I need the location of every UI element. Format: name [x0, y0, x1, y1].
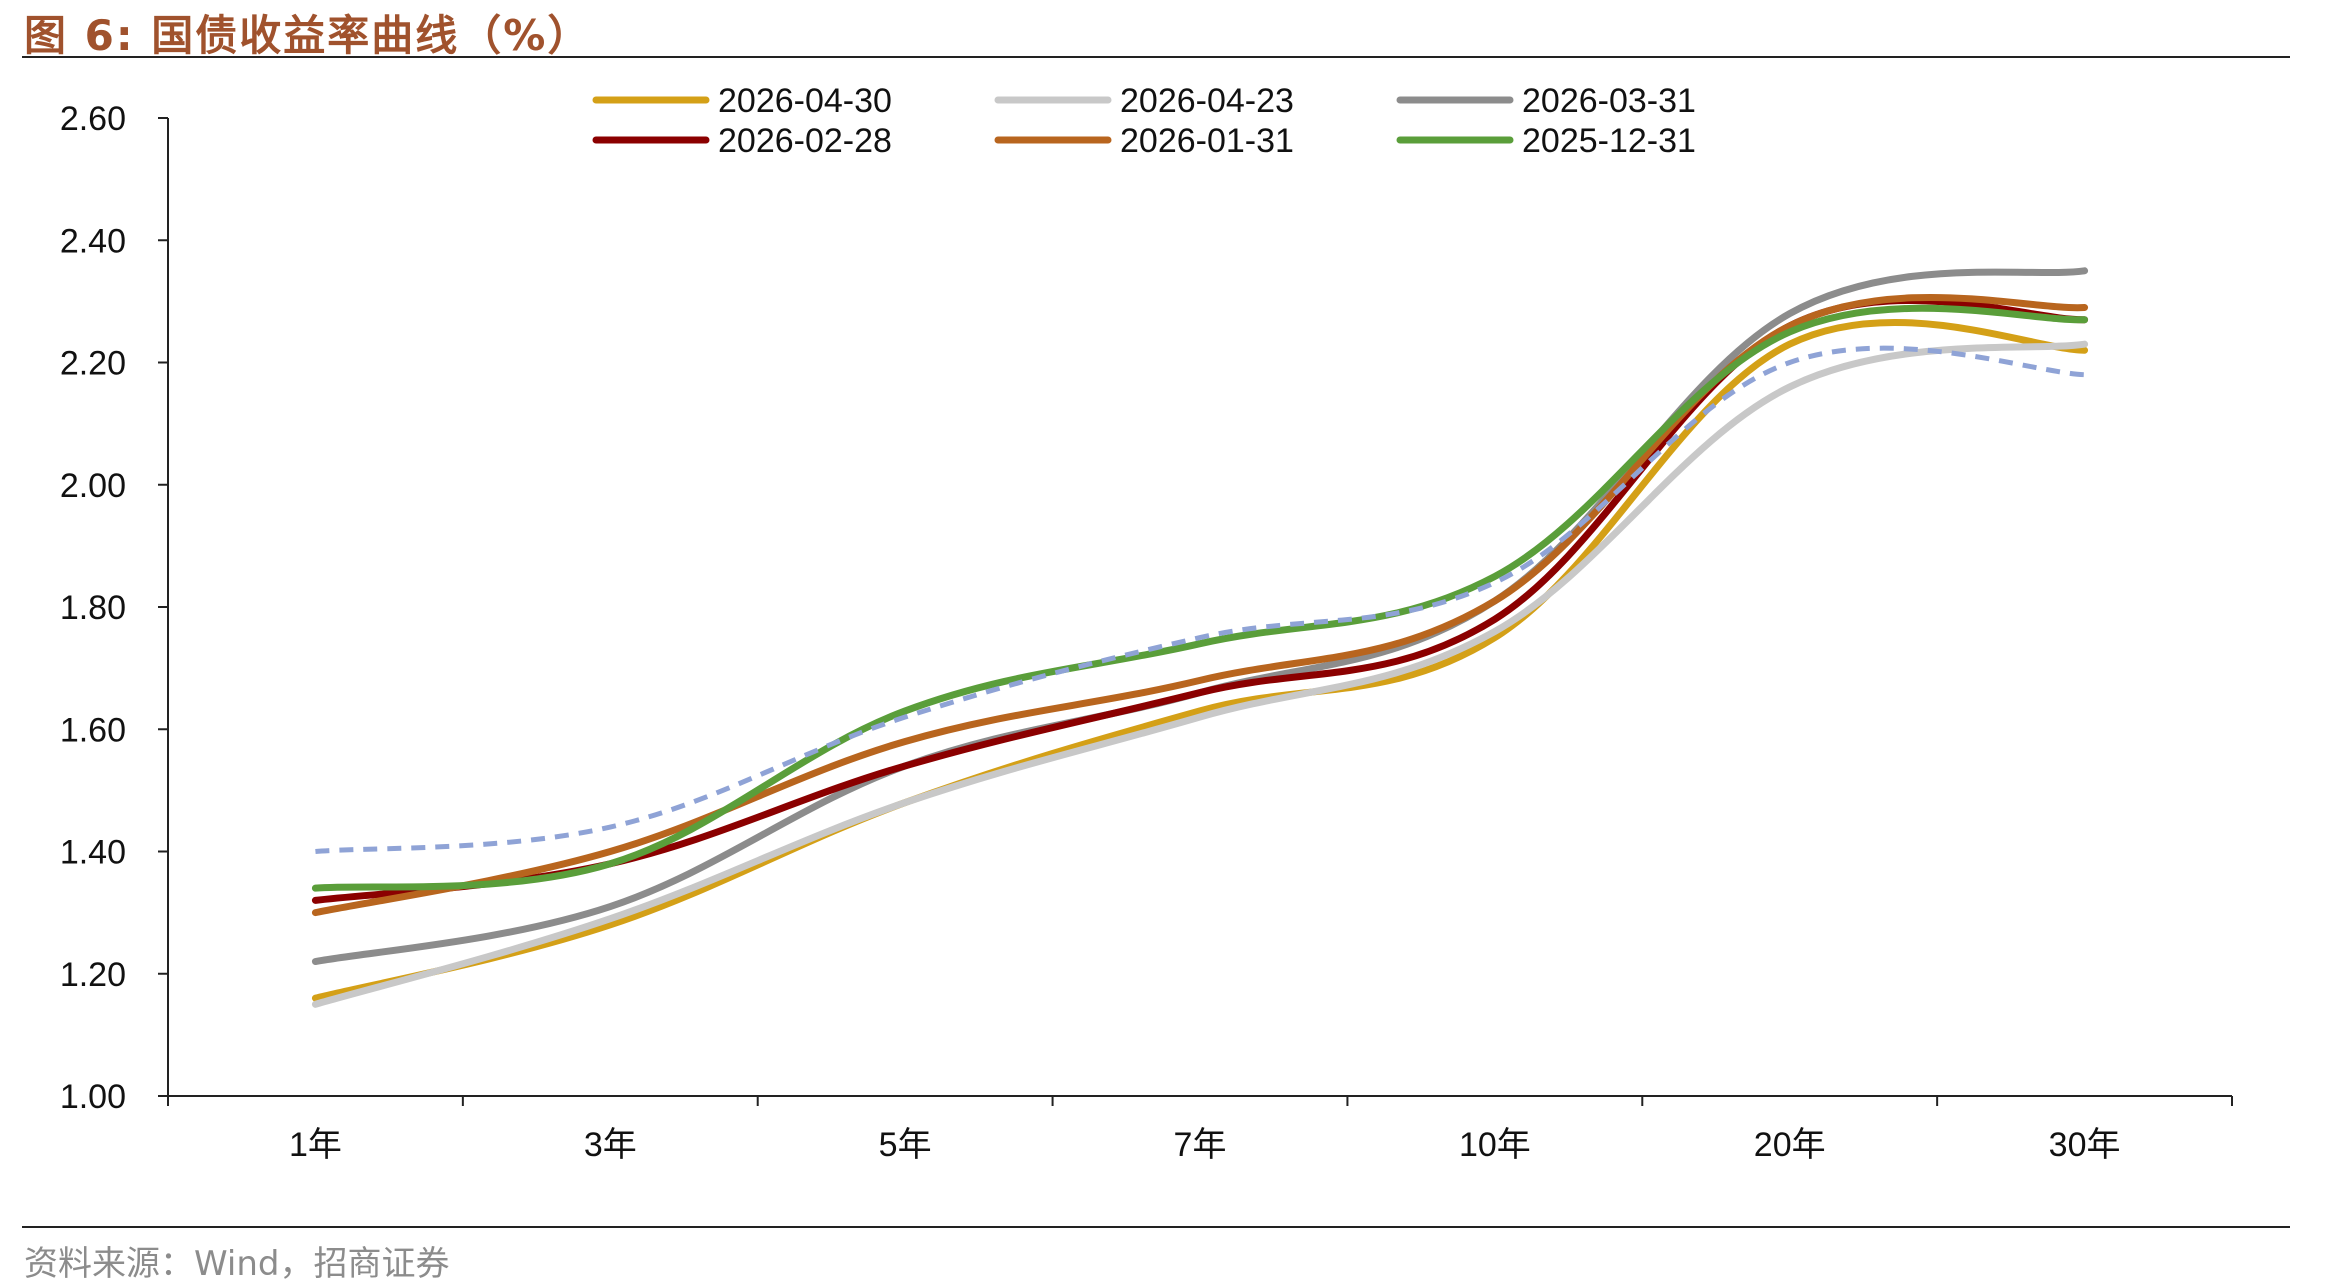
series-line-2026-01-31 — [311, 294, 2089, 917]
legend-label: 2026-02-28 — [718, 122, 892, 160]
legend-label: 2026-01-31 — [1120, 122, 1294, 160]
legend: 2026-04-30 2026-04-23 2026-03-31 2026-02-28… — [592, 82, 1696, 160]
x-tick-label: 3年 — [584, 1126, 637, 1164]
series-line-2026-02-28 — [311, 297, 2089, 904]
legend-label: 2026-04-23 — [1120, 82, 1294, 120]
y-tick-label: 1.20 — [60, 956, 126, 994]
series-line-unlabeled — [315, 345, 2085, 854]
legend-label: 2026-03-31 — [1522, 82, 1696, 120]
source-note: 资料来源：Wind，招商证券 — [24, 1244, 450, 1284]
bottom-rule — [22, 1226, 2290, 1228]
y-tick-label: 1.00 — [60, 1078, 126, 1116]
x-axis-ticks: 1年 3年 5年 7年 10年 20年 30年 — [167, 1096, 2233, 1164]
series-line-2026-04-30 — [311, 319, 2089, 1002]
series-line-2026-04-23 — [311, 340, 2089, 1008]
x-tick-label: 1年 — [289, 1126, 342, 1164]
y-tick-label: 2.20 — [60, 345, 126, 383]
y-tick-label: 1.40 — [60, 834, 126, 872]
y-tick-label: 1.60 — [60, 711, 126, 749]
y-tick-label: 2.60 — [60, 100, 126, 138]
legend-label: 2026-04-30 — [718, 82, 892, 120]
x-tick-label: 30年 — [2049, 1126, 2121, 1164]
x-tick-label: 20年 — [1754, 1126, 1826, 1164]
x-tick-label: 5年 — [879, 1126, 932, 1164]
y-axis-ticks: 1.00 1.20 1.40 1.60 1.80 2.00 2.20 2.40 2.60 — [60, 100, 168, 1116]
x-tick-label: 10年 — [1459, 1126, 1531, 1164]
series-group — [311, 267, 2089, 1008]
series-line-2025-12-31 — [311, 304, 2089, 892]
y-tick-label: 1.80 — [60, 589, 126, 627]
y-tick-label: 2.40 — [60, 222, 126, 260]
y-tick-label: 2.00 — [60, 467, 126, 505]
figure-title: 图 6: 国债收益率曲线（%） — [24, 11, 592, 60]
legend-label: 2025-12-31 — [1522, 122, 1696, 160]
chart-axes — [167, 118, 2232, 1097]
top-rule — [22, 56, 2290, 58]
x-tick-label: 7年 — [1174, 1126, 1227, 1164]
